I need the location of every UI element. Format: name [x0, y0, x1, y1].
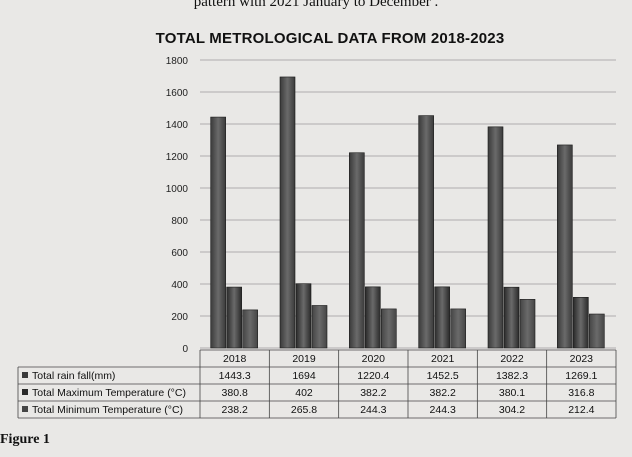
chart-title: TOTAL METROLOGICAL DATA FROM 2018-2023 — [155, 30, 505, 47]
bar — [589, 313, 605, 349]
x-tick-label: 2023 — [570, 353, 594, 365]
data-label: 304.2 — [499, 404, 525, 416]
data-label: 1443.3 — [219, 370, 251, 382]
bar — [503, 286, 520, 349]
bar — [487, 126, 504, 349]
y-tick-label: 200 — [171, 312, 188, 323]
data-label: 1382.3 — [496, 370, 528, 382]
legend-label: Total Maximum Temperature (°C) — [32, 387, 186, 399]
legend-swatch — [22, 406, 28, 412]
bar — [226, 286, 242, 349]
data-label: 1694 — [292, 370, 316, 382]
bar — [450, 308, 466, 349]
x-tick-label: 2019 — [292, 353, 316, 365]
y-tick-label: 1800 — [166, 56, 189, 67]
legend-swatch — [22, 372, 28, 378]
data-label: 212.4 — [568, 404, 594, 416]
top-caption: pattern with 2021 January to December . — [193, 0, 439, 10]
data-label: 1452.5 — [427, 370, 459, 382]
bar — [311, 305, 328, 349]
y-tick-label: 0 — [182, 344, 188, 355]
x-tick-label: 2018 — [223, 353, 247, 365]
bar — [365, 286, 381, 349]
data-label: 265.8 — [291, 404, 317, 416]
bar — [434, 286, 450, 349]
x-tick-label: 2022 — [500, 353, 524, 365]
bar — [519, 299, 536, 349]
bar — [279, 76, 296, 349]
y-tick-label: 800 — [171, 216, 188, 227]
bar — [557, 144, 573, 349]
data-label: 380.8 — [222, 387, 248, 399]
data-label: 382.2 — [360, 387, 386, 399]
data-label: 402 — [295, 387, 313, 399]
data-label: 238.2 — [222, 404, 248, 416]
bar — [210, 116, 226, 349]
data-label: 244.3 — [430, 404, 456, 416]
bar — [295, 283, 312, 349]
bar — [381, 308, 397, 349]
y-tick-label: 1200 — [166, 152, 189, 163]
data-label: 316.8 — [568, 387, 594, 399]
bar — [242, 309, 258, 349]
data-label: 380.1 — [499, 387, 525, 399]
y-tick-label: 1400 — [166, 120, 189, 131]
x-tick-label: 2020 — [362, 353, 386, 365]
y-tick-label: 400 — [171, 280, 188, 291]
data-label: 244.3 — [360, 404, 386, 416]
y-tick-label: 600 — [171, 248, 188, 259]
y-tick-label: 1600 — [166, 88, 189, 99]
bar — [349, 152, 365, 349]
x-tick-label: 2021 — [431, 353, 455, 365]
legend-swatch — [22, 389, 28, 395]
legend-label: Total rain fall(mm) — [32, 370, 115, 382]
data-label: 1269.1 — [565, 370, 597, 382]
data-label: 1220.4 — [357, 370, 389, 382]
data-label: 382.2 — [430, 387, 456, 399]
figure-label: Figure 1 — [0, 432, 50, 447]
y-tick-label: 1000 — [166, 184, 189, 195]
legend-label: Total Minimum Temperature (°C) — [32, 404, 183, 416]
bar — [418, 115, 434, 349]
bar — [573, 297, 589, 349]
